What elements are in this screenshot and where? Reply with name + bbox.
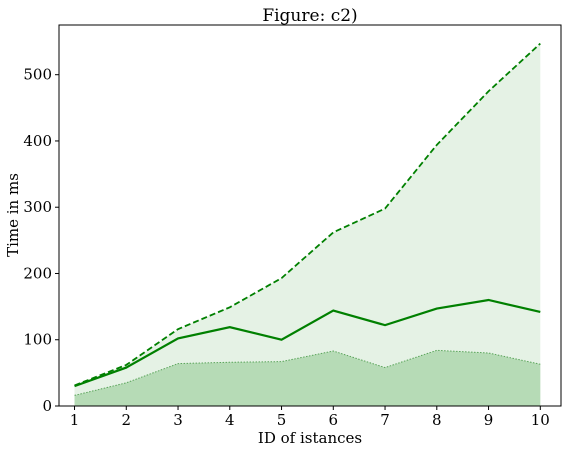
y-axis: 0 100 200 300 400 500 [23, 66, 59, 415]
fill-areas [74, 43, 541, 407]
mean-series-line [74, 298, 541, 388]
x-tick-label: 7 [380, 411, 390, 429]
y-tick-label: 400 [23, 132, 52, 150]
upper-series-line [74, 42, 541, 387]
y-tick-label: 200 [23, 264, 52, 282]
x-tick-label: 1 [70, 411, 80, 429]
upper-range-fill [74, 43, 541, 407]
x-tick-label: 9 [484, 411, 494, 429]
x-tick-label: 2 [122, 411, 132, 429]
chart-title: Figure: c2) [262, 6, 357, 26]
y-tick-label: 300 [23, 198, 52, 216]
y-tick-label: 0 [42, 397, 52, 415]
y-tick-label: 500 [23, 66, 52, 84]
y-tick-label: 100 [23, 331, 52, 349]
x-tick-label: 4 [225, 411, 235, 429]
x-tick-label: 5 [277, 411, 287, 429]
x-axis: 1 2 3 4 5 6 7 8 9 10 [70, 406, 550, 429]
x-tick-label: 8 [432, 411, 442, 429]
lower-range-fill [74, 350, 541, 406]
x-axis-label: ID of istances [258, 429, 362, 447]
x-tick-label: 6 [329, 411, 339, 429]
x-tick-label: 3 [173, 411, 183, 429]
lower-series-line [74, 349, 541, 396]
y-axis-label: Time in ms [4, 173, 22, 257]
x-tick-label: 10 [531, 411, 550, 429]
series-lines [74, 42, 541, 396]
plot-frame [58, 24, 562, 407]
